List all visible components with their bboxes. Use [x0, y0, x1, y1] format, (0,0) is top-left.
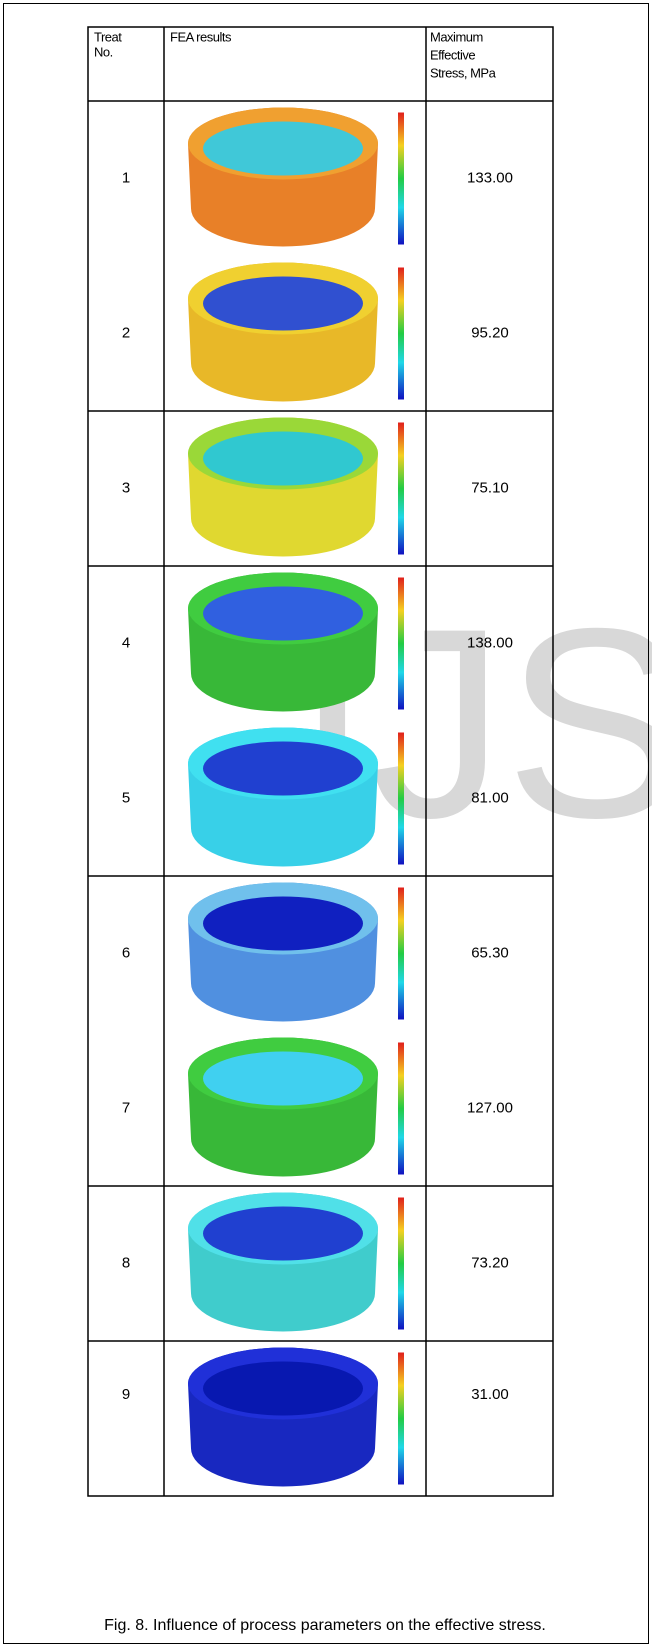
cylinder-inner: [203, 897, 363, 951]
colorbar: [398, 578, 404, 710]
cylinder-inner: [203, 432, 363, 486]
caption: Fig. 8. Influence of process parameters …: [104, 1617, 546, 1634]
fea-image: [188, 1193, 404, 1332]
colorbar: [398, 113, 404, 245]
colorbar: [398, 1353, 404, 1485]
figure: IJS TreatNo.FEA resultsMaximumEffectiveS…: [0, 0, 652, 1647]
cylinder-inner: [203, 1207, 363, 1261]
colorbar: [398, 268, 404, 400]
colorbar: [398, 1198, 404, 1330]
stress-value: 65.30: [471, 944, 509, 961]
colorbar: [398, 423, 404, 555]
fea-image: [188, 1348, 404, 1487]
colorbar: [398, 733, 404, 865]
fea-image: [188, 1038, 404, 1177]
treat-no: 4: [122, 634, 130, 651]
cylinder-inner: [203, 1362, 363, 1416]
stress-value: 133.00: [467, 169, 513, 186]
stress-value: 81.00: [471, 789, 509, 806]
cylinder-inner: [203, 277, 363, 331]
fea-image: [188, 418, 404, 557]
header-cell: Treat: [94, 29, 122, 44]
colorbar: [398, 888, 404, 1020]
header-cell: Effective: [430, 47, 475, 62]
treat-no: 8: [122, 1254, 130, 1271]
fea-image: [188, 108, 404, 247]
header-cell: Stress, MPa: [430, 65, 497, 80]
page: IJS TreatNo.FEA resultsMaximumEffectiveS…: [0, 0, 652, 1647]
treat-no: 5: [122, 789, 130, 806]
stress-value: 138.00: [467, 634, 513, 651]
stress-value: 31.00: [471, 1386, 509, 1403]
colorbar: [398, 1043, 404, 1175]
header-cell: Maximum: [430, 29, 483, 44]
header-cell: FEA results: [170, 29, 232, 44]
treat-no: 2: [122, 324, 130, 341]
cylinder-inner: [203, 742, 363, 796]
cylinder-inner: [203, 1052, 363, 1106]
stress-value: 75.10: [471, 479, 509, 496]
fea-image: [188, 263, 404, 402]
stress-value: 95.20: [471, 324, 509, 341]
stress-value: 73.20: [471, 1254, 509, 1271]
treat-no: 6: [122, 944, 130, 961]
cylinder-inner: [203, 587, 363, 641]
cylinder-inner: [203, 122, 363, 176]
header-cell: No.: [94, 44, 113, 59]
stress-value: 127.00: [467, 1099, 513, 1116]
treat-no: 9: [122, 1386, 130, 1403]
treat-no: 3: [122, 479, 130, 496]
fea-image: [188, 883, 404, 1022]
treat-no: 7: [122, 1099, 130, 1116]
treat-no: 1: [122, 169, 130, 186]
